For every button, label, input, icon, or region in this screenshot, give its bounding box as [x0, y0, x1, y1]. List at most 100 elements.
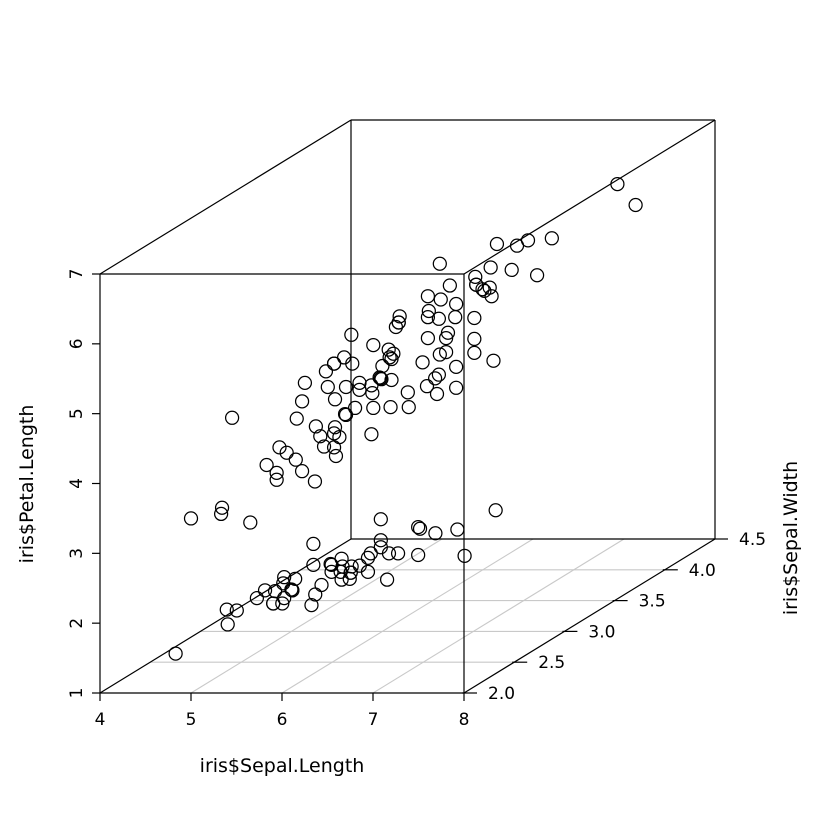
data-point: [267, 584, 283, 599]
z-tick-label: 3: [67, 548, 87, 559]
data-point: [379, 572, 395, 587]
data-point: [467, 310, 482, 326]
data-point: [285, 583, 300, 598]
data-point: [213, 506, 229, 522]
x-tick-label: 6: [277, 710, 288, 730]
data-point: [332, 429, 347, 445]
data-point: [388, 319, 404, 335]
data-point: [363, 546, 378, 561]
data-point: [308, 419, 324, 434]
data-point: [327, 420, 343, 435]
data-point: [438, 344, 454, 360]
data-point: [364, 427, 379, 442]
data-point: [183, 511, 199, 526]
data-point: [420, 289, 436, 304]
data-point: [449, 380, 464, 395]
box-edge: [463, 119, 716, 275]
data-point: [344, 327, 359, 342]
data-point: [214, 500, 230, 515]
data-point: [442, 278, 457, 293]
data-point: [431, 311, 447, 326]
data-point: [483, 260, 498, 275]
data-point: [401, 399, 416, 415]
data-point: [433, 292, 448, 307]
z-tick-label: 7: [67, 269, 87, 280]
z-tick-label: 6: [67, 338, 87, 349]
data-point: [334, 551, 349, 566]
data-point: [509, 238, 525, 253]
data-point: [610, 176, 625, 192]
data-point: [294, 464, 310, 479]
data-point: [448, 310, 463, 325]
data-point: [269, 465, 284, 480]
data-point: [429, 386, 445, 402]
data-point: [415, 355, 430, 370]
y-axis-title: iris$Sepal.Width: [780, 460, 802, 616]
z-tick-label: 2: [67, 618, 87, 629]
y-tick-label: 2.5: [538, 653, 565, 673]
data-point: [316, 439, 332, 454]
data-point: [277, 570, 292, 585]
y-tick-label: 4.5: [739, 530, 766, 550]
data-point: [289, 411, 304, 426]
data-point: [390, 546, 406, 561]
data-point: [467, 345, 482, 361]
data-point: [467, 331, 482, 347]
data-point: [297, 375, 313, 390]
y-tick-label: 4.0: [689, 561, 716, 581]
data-point: [411, 519, 426, 535]
data-point: [529, 268, 545, 283]
data-point: [220, 617, 235, 632]
data-point: [457, 548, 472, 563]
data-point: [249, 591, 265, 606]
data-point: [383, 399, 398, 415]
data-point: [338, 379, 354, 395]
data-point: [411, 547, 426, 563]
data-point: [482, 280, 497, 295]
data-point: [306, 536, 321, 552]
data-point: [257, 583, 273, 598]
data-point: [366, 337, 381, 353]
data-point: [352, 375, 367, 390]
data-point: [320, 379, 335, 395]
box-edge: [463, 538, 716, 694]
data-point: [431, 367, 447, 382]
data-point: [420, 330, 436, 346]
data-point: [488, 503, 503, 518]
data-point: [427, 371, 443, 386]
box-edge: [99, 119, 352, 275]
data-point: [306, 557, 321, 572]
data-point: [243, 515, 258, 530]
data-point: [428, 526, 443, 541]
data-point: [419, 379, 435, 394]
data-point: [313, 429, 328, 444]
data-point: [412, 521, 428, 536]
floor-grid-line-x: [281, 538, 534, 694]
z-tick-label: 5: [67, 408, 87, 419]
data-point: [449, 296, 464, 312]
data-point: [336, 350, 352, 365]
data-point: [229, 603, 244, 618]
data-point: [432, 347, 447, 362]
data-point: [276, 576, 291, 591]
z-tick-label: 1: [67, 688, 87, 699]
floor-grid-line-x: [372, 538, 625, 694]
data-point: [484, 289, 499, 304]
data-point: [382, 350, 397, 365]
data-point: [438, 330, 454, 346]
data-point: [338, 407, 354, 423]
data-point: [469, 277, 484, 292]
data-point: [489, 236, 505, 252]
data-point: [168, 646, 183, 661]
data-point: [269, 472, 284, 487]
data-point: [219, 602, 234, 617]
data-point: [373, 512, 388, 527]
data-point: [224, 410, 240, 425]
data-point: [400, 385, 415, 400]
data-point: [337, 406, 353, 422]
data-point: [381, 546, 397, 561]
data-point: [360, 564, 376, 579]
data-point: [307, 474, 323, 489]
data-point: [421, 303, 436, 319]
